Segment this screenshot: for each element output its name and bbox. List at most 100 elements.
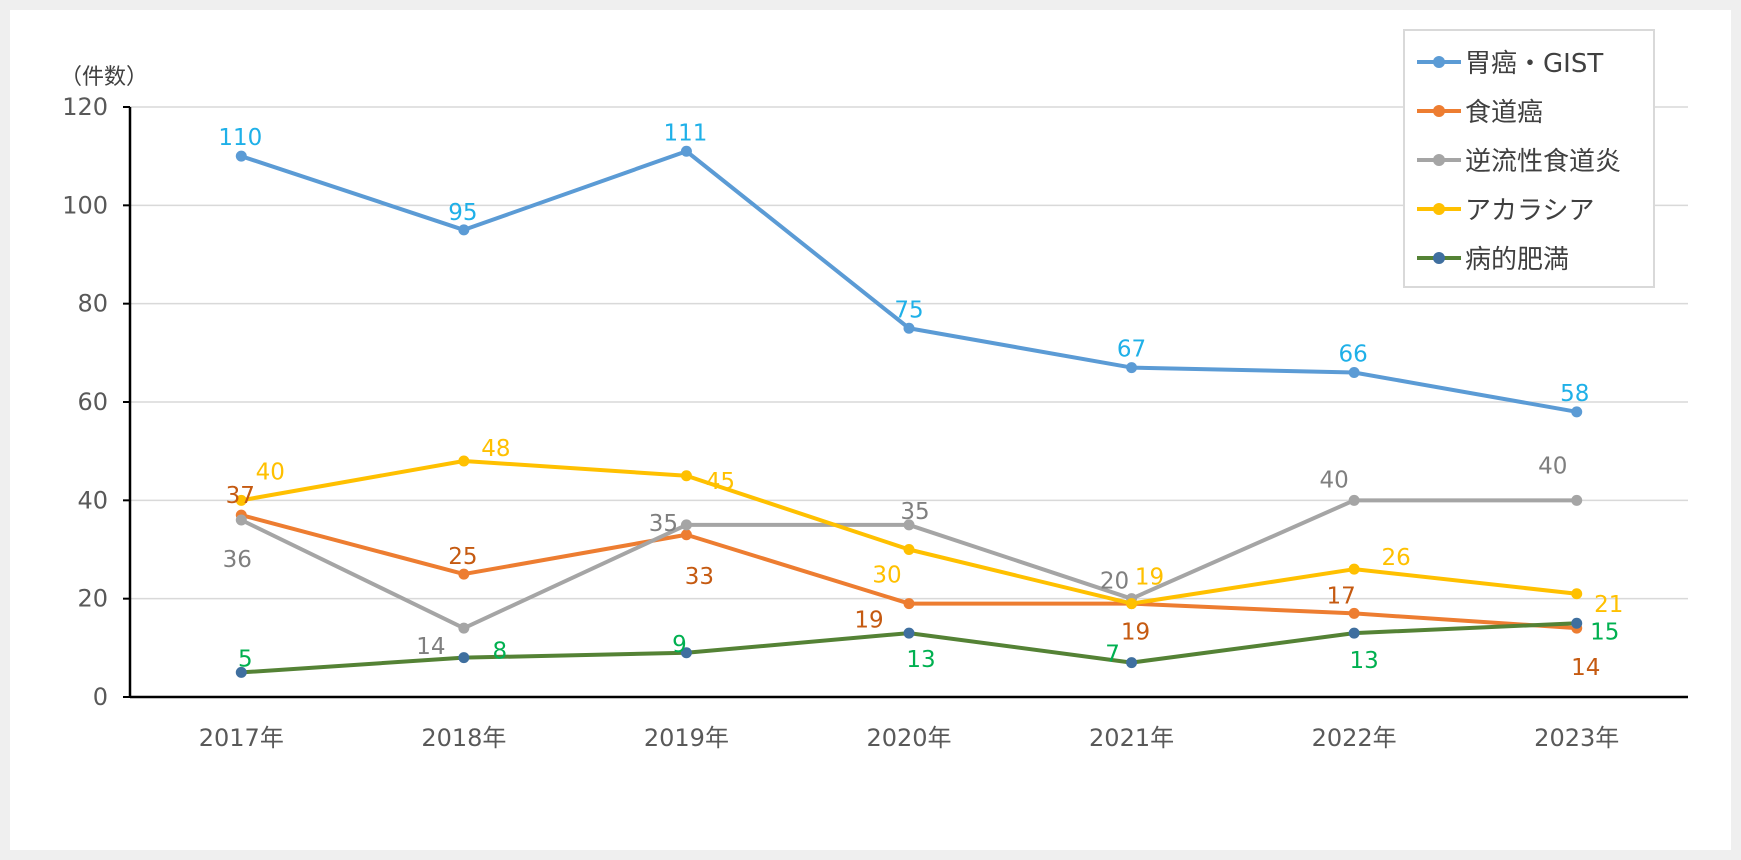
data-label: 67 bbox=[1117, 337, 1146, 363]
legend-item: 病的肥満 bbox=[1405, 233, 1653, 282]
legend-item: アカラシア bbox=[1405, 184, 1653, 233]
data-point bbox=[458, 622, 470, 634]
x-tick-label: 2021年 bbox=[1089, 724, 1174, 752]
chart-panel: 0 20 40 60 80 100 120 2017年 2018年 2019年 2020年 2021年… bbox=[10, 10, 1731, 850]
legend: 胃癌・GIST 食道癌逆流性食道炎 アカラシア病的肥満 bbox=[1403, 29, 1655, 288]
data-label: 5 bbox=[238, 646, 253, 672]
legend-swatch bbox=[1417, 55, 1461, 69]
legend-item: 食道癌 bbox=[1405, 86, 1653, 135]
data-label: 110 bbox=[218, 125, 262, 151]
data-label: 14 bbox=[1571, 655, 1600, 681]
data-point bbox=[1126, 362, 1138, 374]
data-point bbox=[235, 666, 247, 678]
data-label: 40 bbox=[256, 459, 285, 485]
y-tick-label: 100 bbox=[62, 191, 108, 219]
series-line bbox=[239, 459, 1579, 606]
data-point bbox=[903, 322, 915, 334]
y-tick-label: 0 bbox=[93, 683, 108, 711]
data-label: 19 bbox=[854, 608, 883, 634]
data-label: 75 bbox=[894, 297, 923, 323]
y-tick-label: 40 bbox=[77, 486, 108, 514]
data-point bbox=[680, 529, 692, 541]
data-label: 13 bbox=[906, 647, 935, 673]
data-label: 58 bbox=[1560, 381, 1589, 407]
data-point bbox=[1571, 406, 1583, 418]
data-label: 19 bbox=[1121, 620, 1150, 646]
legend-item: 逆流性食道炎 bbox=[1405, 135, 1653, 184]
data-point bbox=[235, 514, 247, 526]
data-point bbox=[680, 470, 692, 482]
data-label: 95 bbox=[448, 200, 477, 226]
data-point bbox=[903, 598, 915, 610]
data-label: 17 bbox=[1327, 583, 1356, 609]
legend-swatch bbox=[1417, 104, 1461, 118]
data-label: 35 bbox=[649, 511, 678, 537]
legend-label: 胃癌・GIST bbox=[1465, 49, 1604, 79]
data-label: 8 bbox=[493, 639, 508, 665]
data-label: 26 bbox=[1382, 545, 1411, 571]
x-tick-label: 2018年 bbox=[421, 724, 506, 752]
data-point bbox=[458, 455, 470, 467]
data-point bbox=[903, 544, 915, 555]
data-label: 13 bbox=[1350, 648, 1379, 674]
data-point bbox=[1571, 588, 1583, 600]
data-point bbox=[458, 652, 470, 664]
data-label: 37 bbox=[226, 483, 255, 509]
x-tick-label: 2017年 bbox=[199, 724, 284, 752]
data-label: 19 bbox=[1135, 565, 1164, 591]
y-tick-label: 60 bbox=[77, 388, 108, 416]
data-label: 21 bbox=[1594, 592, 1623, 618]
data-label: 66 bbox=[1339, 342, 1368, 368]
legend-swatch bbox=[1417, 251, 1461, 265]
data-point bbox=[1126, 657, 1138, 669]
x-tick-label: 2023年 bbox=[1534, 724, 1619, 752]
data-label: 45 bbox=[706, 469, 735, 495]
x-tick-label: 2020年 bbox=[866, 724, 951, 752]
data-point bbox=[1348, 494, 1360, 506]
data-point bbox=[1571, 617, 1583, 629]
data-point bbox=[903, 519, 915, 531]
legend-swatch bbox=[1417, 202, 1461, 216]
data-point bbox=[1126, 598, 1138, 610]
y-tick-label: 20 bbox=[77, 585, 108, 613]
legend-label: 食道癌 bbox=[1465, 98, 1544, 128]
data-label: 9 bbox=[672, 632, 687, 658]
legend-label: アカラシア bbox=[1465, 196, 1595, 226]
data-point bbox=[235, 494, 247, 506]
data-label: 30 bbox=[872, 563, 901, 589]
data-point bbox=[235, 150, 247, 162]
y-tick-label: 120 bbox=[62, 93, 108, 121]
data-label: 40 bbox=[1538, 453, 1567, 479]
data-label: 20 bbox=[1100, 569, 1129, 595]
axes: 0 20 40 60 80 100 120 2017年 2018年 2019年 2020年 2021年… bbox=[62, 93, 1688, 752]
data-label: 25 bbox=[448, 544, 477, 570]
data-point bbox=[1348, 367, 1360, 378]
legend-item: 胃癌・GIST bbox=[1405, 37, 1653, 86]
data-point bbox=[680, 647, 692, 659]
data-label: 48 bbox=[481, 436, 510, 462]
data-point bbox=[458, 224, 470, 236]
data-point bbox=[1348, 607, 1360, 619]
x-tick-label: 2019年 bbox=[644, 724, 729, 752]
legend-label: 病的肥満 bbox=[1465, 245, 1570, 275]
data-point bbox=[1571, 494, 1583, 506]
y-axis-unit-label: （件数） bbox=[60, 65, 148, 90]
data-label: 36 bbox=[223, 547, 252, 573]
data-point bbox=[680, 519, 692, 531]
data-point bbox=[1348, 563, 1360, 575]
data-point bbox=[1348, 627, 1360, 639]
series-line bbox=[239, 149, 1579, 414]
data-label: 111 bbox=[663, 120, 707, 146]
data-point bbox=[903, 627, 915, 639]
legend-label: 逆流性食道炎 bbox=[1465, 147, 1622, 177]
legend-swatch bbox=[1417, 153, 1461, 167]
data-point bbox=[458, 568, 470, 580]
data-label: 33 bbox=[685, 564, 714, 590]
x-tick-label: 2022年 bbox=[1312, 724, 1397, 752]
data-label: 40 bbox=[1320, 467, 1349, 493]
data-point bbox=[680, 145, 692, 157]
data-label: 35 bbox=[900, 499, 929, 525]
data-label: 7 bbox=[1105, 642, 1120, 668]
data-label: 14 bbox=[416, 634, 445, 660]
